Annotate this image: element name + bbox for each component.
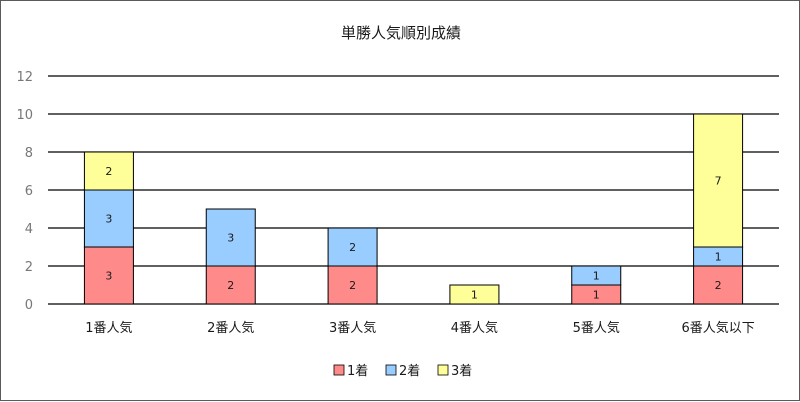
legend-swatch xyxy=(437,364,449,376)
bar-segment xyxy=(449,284,500,305)
x-tick-label: 4番人気 xyxy=(451,320,498,336)
y-tick-label: 8 xyxy=(25,146,33,161)
bar-segment xyxy=(571,265,622,286)
x-tick-label: 2番人気 xyxy=(207,320,254,336)
data-label: 1 xyxy=(593,289,600,302)
y-tick-label: 6 xyxy=(25,184,33,199)
data-label: 2 xyxy=(349,241,356,254)
y-tick-label: 2 xyxy=(25,260,33,275)
x-tick-label: 3番人気 xyxy=(329,320,376,336)
data-label: 2 xyxy=(349,279,356,292)
data-label: 2 xyxy=(105,165,112,178)
y-tick-label: 12 xyxy=(16,70,33,85)
gridlines xyxy=(48,75,779,305)
data-label: 3 xyxy=(227,232,234,245)
data-label: 3 xyxy=(105,213,112,226)
bar-segment xyxy=(83,151,134,191)
x-tick-label: 6番人気以下 xyxy=(681,320,754,336)
bar-segment xyxy=(83,189,134,248)
legend-swatch xyxy=(385,364,397,376)
y-tick-label: 0 xyxy=(25,298,33,313)
data-label: 2 xyxy=(227,279,234,292)
legend-label: 3着 xyxy=(451,363,472,379)
data-label: 7 xyxy=(715,175,722,188)
legend-label: 2着 xyxy=(399,363,420,379)
data-label: 2 xyxy=(715,279,722,292)
data-label: 3 xyxy=(105,270,112,283)
bar-segment xyxy=(693,113,744,248)
data-label: 1 xyxy=(471,289,478,302)
bar-segment xyxy=(693,265,744,305)
bar-segment xyxy=(327,227,378,267)
legend-label: 1着 xyxy=(347,363,368,379)
data-label: 1 xyxy=(593,270,600,283)
y-axis-ticks: 0 2 4 6 8 10 12 xyxy=(16,70,33,313)
bar-segment xyxy=(205,208,256,267)
x-tick-label: 5番人気 xyxy=(573,320,620,336)
x-axis-ticks: 1番人気 2番人気 3番人気 4番人気 5番人気 6番人気以下 xyxy=(85,320,754,336)
y-tick-label: 4 xyxy=(25,222,33,237)
x-tick-label: 1番人気 xyxy=(85,320,132,336)
bar-segment xyxy=(327,265,378,305)
chart-title: 単勝人気順別成績 xyxy=(341,24,461,42)
y-tick-label: 10 xyxy=(16,108,33,123)
legend-swatch xyxy=(333,364,345,376)
bar-segment xyxy=(205,265,256,305)
data-label: 1 xyxy=(715,251,722,264)
bars xyxy=(83,113,744,305)
legend: 1着 2着 3着 xyxy=(333,363,472,379)
bar-segment xyxy=(83,246,134,305)
data-labels: 3 3 2 2 3 2 2 1 1 1 2 1 7 xyxy=(105,165,721,302)
